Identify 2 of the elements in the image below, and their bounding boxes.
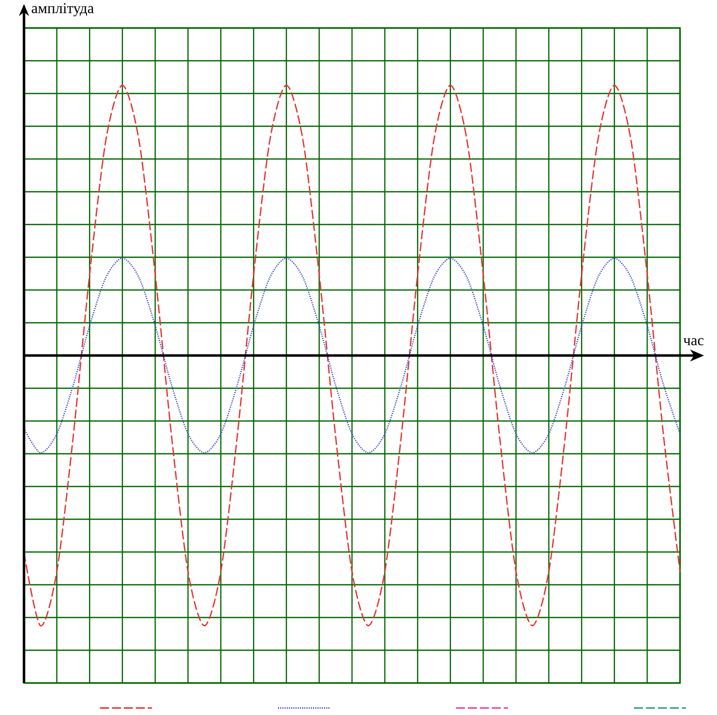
x-axis-title: час xyxy=(683,338,704,346)
y-axis-title: амплітуда xyxy=(32,3,94,16)
